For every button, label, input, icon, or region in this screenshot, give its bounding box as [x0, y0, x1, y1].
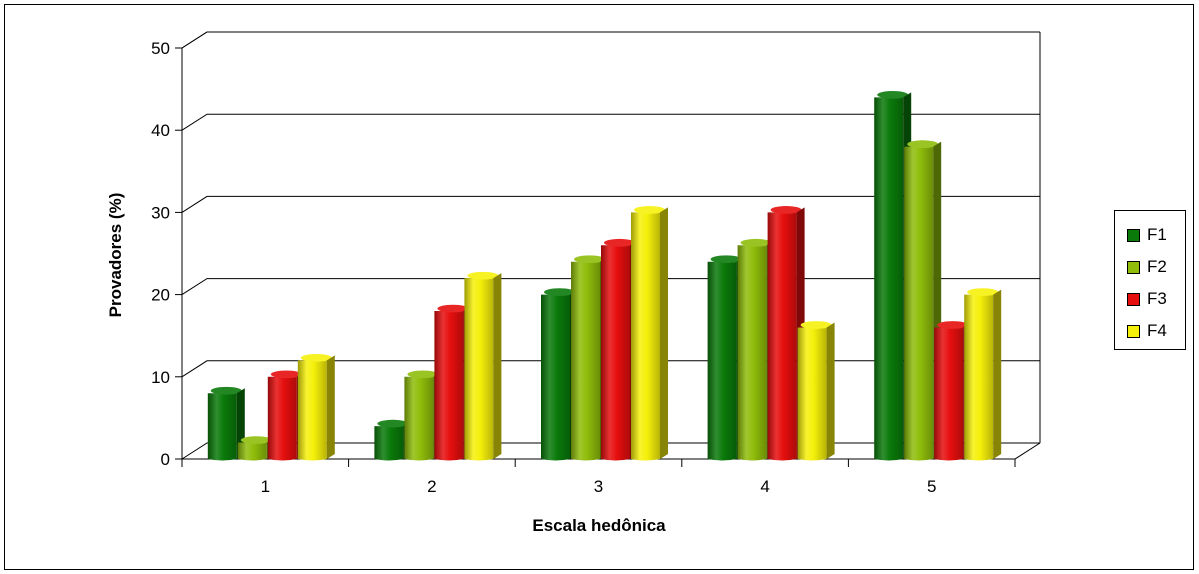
bar-side: [826, 322, 835, 459]
bar-body: [464, 278, 494, 461]
bar-body: [571, 261, 600, 461]
bar-body: [297, 360, 327, 461]
x-tick-label: 4: [760, 477, 769, 496]
legend-label: F4: [1147, 321, 1167, 340]
legend-label: F3: [1147, 289, 1167, 308]
bar-top: [770, 206, 802, 214]
bar-side: [993, 289, 1002, 459]
bar-top: [210, 386, 242, 395]
bar-body: [207, 393, 237, 461]
legend-swatch: [1127, 324, 1140, 338]
legend: F1 F2 F3 F4: [1114, 210, 1186, 350]
bar: [797, 321, 835, 461]
bar-body: [541, 294, 570, 461]
y-tick-label: 20: [151, 286, 170, 305]
bar-top: [574, 255, 605, 264]
x-axis-title: Escala hedônica: [532, 516, 666, 535]
y-tick-label: 30: [151, 203, 170, 222]
y-tick-label: 40: [151, 121, 170, 140]
bar-body: [964, 294, 994, 461]
bar-body: [631, 212, 660, 461]
bar-body: [874, 97, 904, 461]
floor-edge: [1014, 442, 1041, 460]
legend-swatch: [1127, 228, 1140, 242]
bar-body: [434, 311, 464, 461]
bar-top: [437, 304, 469, 313]
y-tick-label: 0: [161, 450, 170, 469]
y-axis-title: Provadores (%): [106, 193, 125, 318]
legend-item-f2: F2: [1127, 257, 1167, 277]
bar-top: [710, 255, 742, 264]
bar-top: [604, 238, 635, 247]
bar-top: [270, 370, 302, 379]
label-layer: 0 10 20 30 40 50 1 2 3 4 5: [151, 39, 936, 496]
bar-top: [937, 321, 969, 329]
bar: [964, 288, 1002, 461]
bar-body: [737, 245, 767, 461]
bar-body: [267, 376, 297, 461]
legend-swatch: [1127, 292, 1140, 306]
bar-top: [740, 238, 772, 247]
bar-side: [326, 355, 335, 459]
bar-top: [877, 90, 909, 99]
bar-body: [601, 245, 630, 461]
y-tick-label: 10: [151, 368, 170, 387]
bar-body: [797, 327, 827, 461]
bar-body: [934, 327, 964, 461]
bar-body: [404, 376, 434, 461]
x-tick-label: 5: [927, 477, 936, 496]
bar-top: [300, 354, 332, 362]
bar-top: [240, 436, 272, 444]
bar: [464, 271, 502, 461]
gridline: [181, 31, 1040, 49]
bar-side: [493, 273, 502, 459]
legend-label: F2: [1147, 257, 1167, 276]
bar-body: [767, 212, 797, 461]
x-tick-label: 1: [261, 477, 270, 496]
bar: [631, 206, 668, 461]
bar-body: [237, 442, 267, 461]
legend-label: F1: [1147, 225, 1167, 244]
bar-layer: [207, 90, 1002, 461]
bar-body: [374, 426, 404, 461]
legend-swatch: [1127, 260, 1140, 274]
x-tick-label: 2: [427, 477, 436, 496]
legend-item-f4: F4: [1127, 321, 1167, 341]
bar-top: [634, 206, 665, 214]
bar: [297, 354, 335, 461]
legend-item-f3: F3: [1127, 289, 1167, 309]
gridline: [181, 195, 1040, 213]
bar-top: [467, 271, 499, 280]
bar-side: [660, 207, 668, 459]
bar-top: [407, 370, 439, 379]
bar-top: [377, 419, 409, 428]
bar-top: [544, 288, 575, 296]
bar-top: [800, 321, 832, 329]
bar-top: [907, 140, 939, 148]
wall-edge: [181, 31, 208, 49]
x-tick-label: 3: [594, 477, 603, 496]
bar-body: [707, 261, 737, 461]
y-tick-label: 50: [151, 39, 170, 58]
bar-body: [904, 146, 934, 461]
bar-top: [967, 288, 999, 296]
legend-item-f1: F1: [1127, 225, 1167, 245]
gridline: [181, 113, 1040, 131]
